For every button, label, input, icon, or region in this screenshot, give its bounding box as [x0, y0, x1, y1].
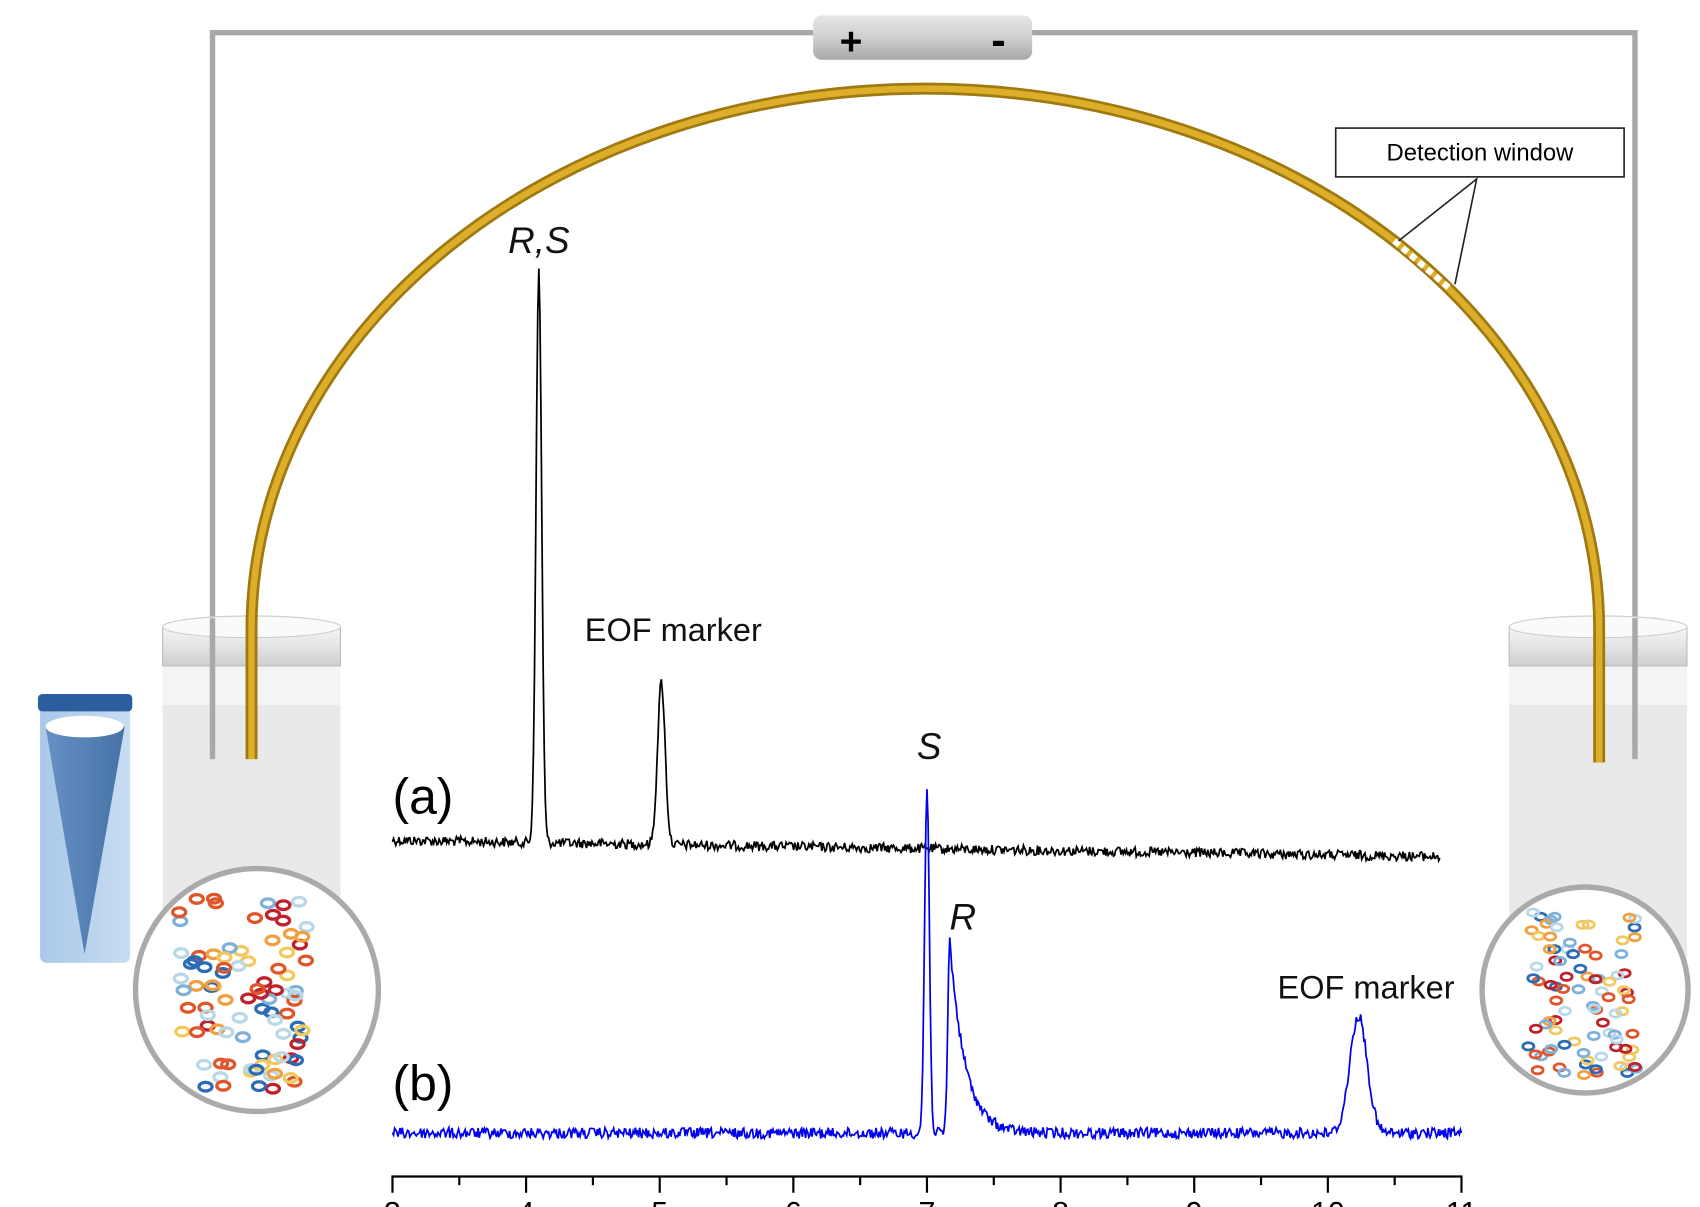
tick-label: 11: [1446, 1197, 1478, 1207]
protein-zoom-left: [136, 869, 379, 1112]
capillary-outline: [252, 89, 1600, 763]
trace-label: (b): [392, 1056, 453, 1112]
minus-sign: -: [991, 16, 1005, 64]
figure: + - Detection window (a) (b) R,S EOF mar…: [0, 0, 1700, 1207]
tick-label: 6: [785, 1197, 802, 1207]
trace-label: (a): [392, 768, 453, 824]
tick-label: 3: [384, 1197, 401, 1207]
callout-line: [1399, 179, 1477, 284]
plus-sign: +: [840, 20, 863, 63]
protein-zoom-right: [1482, 887, 1688, 1093]
electropherogram: [392, 268, 1461, 1138]
peak-label: R: [949, 896, 976, 937]
trace-a: [392, 268, 1439, 861]
trace-b: [392, 789, 1461, 1138]
detection-window-label: Detection window: [1386, 140, 1574, 167]
peak-label: S: [917, 726, 942, 767]
peak-label: EOF marker: [1278, 970, 1455, 1006]
page: + - Detection window (a) (b) R,S EOF mar…: [0, 0, 1700, 1207]
tick-label: 9: [1186, 1197, 1203, 1207]
tick-label: 8: [1052, 1197, 1069, 1207]
peak-label: R,S: [508, 220, 570, 261]
tick-label: 4: [518, 1197, 535, 1207]
pipette-tip: [38, 694, 132, 963]
tick-label: 5: [651, 1197, 668, 1207]
time-axis: 3 4 5 6 7 8 9 10 11: [384, 1176, 1477, 1207]
tick-label: 7: [919, 1197, 936, 1207]
peak-label: EOF marker: [585, 612, 762, 648]
tick-label: 10: [1311, 1197, 1345, 1207]
capillary: [252, 89, 1600, 763]
